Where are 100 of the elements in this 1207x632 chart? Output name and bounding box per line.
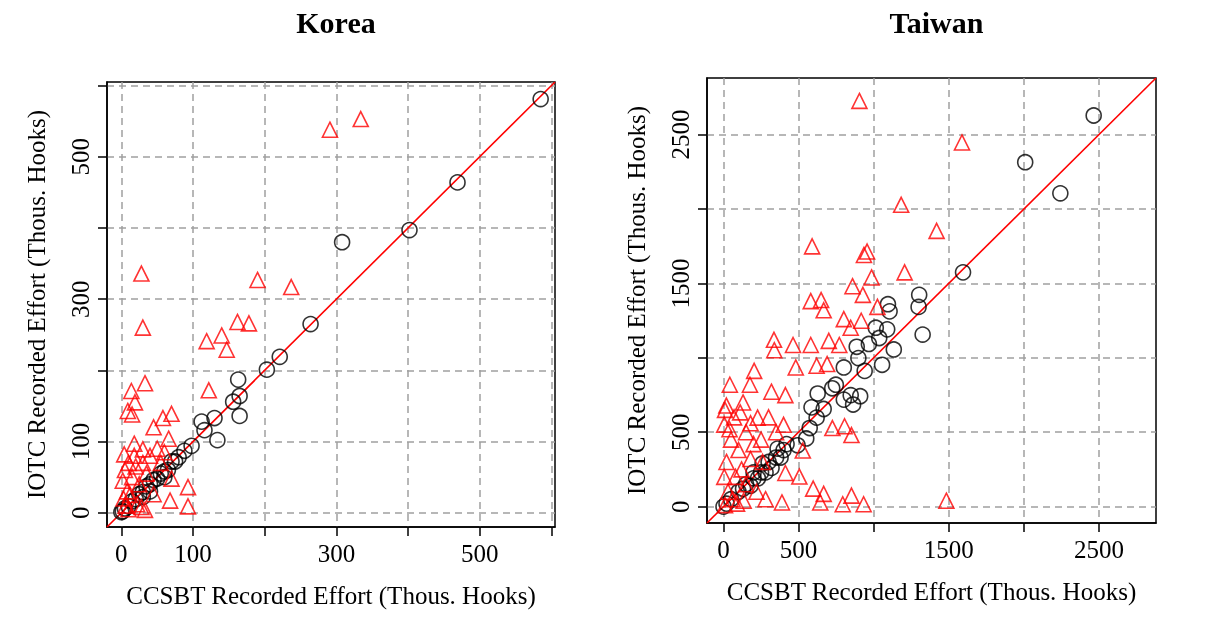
point (954, 264, 972, 281)
point (183, 437, 200, 455)
point (133, 498, 150, 516)
x-axis-title: CCSBT Recorded Effort (Thous. Hooks) (726, 578, 1137, 606)
point (161, 492, 179, 509)
point (193, 413, 210, 430)
point (763, 459, 780, 477)
point (154, 409, 172, 427)
point (240, 315, 258, 332)
point (125, 447, 143, 465)
point (134, 488, 152, 506)
point (128, 495, 146, 513)
point (229, 313, 246, 331)
point (778, 435, 795, 453)
point (742, 477, 759, 495)
x-tick-label: 500 (779, 536, 818, 563)
point (258, 361, 276, 378)
point (1052, 185, 1069, 202)
point (910, 286, 928, 304)
point (827, 376, 845, 394)
point (179, 498, 197, 515)
point (120, 454, 137, 472)
point (123, 406, 141, 423)
point (130, 475, 148, 493)
point (138, 465, 155, 482)
y-axis-title: IOTC Recorded Effort (Thous. Hooks) (623, 105, 651, 496)
point (231, 387, 248, 405)
point (352, 110, 370, 128)
point (730, 483, 747, 501)
point (823, 380, 841, 397)
point (123, 468, 141, 486)
point (218, 341, 236, 359)
point (163, 453, 180, 470)
point (914, 326, 931, 343)
point (881, 303, 898, 320)
point (115, 490, 132, 507)
point (1016, 153, 1034, 171)
x-tick-label: 300 (317, 540, 356, 567)
point (271, 348, 289, 366)
chart-title: Korea (296, 5, 376, 39)
y-tick-label: 0 (667, 500, 694, 513)
point (136, 374, 154, 392)
point (134, 454, 152, 472)
point (1085, 107, 1102, 124)
y-tick-label: 100 (67, 422, 94, 461)
point (160, 430, 177, 448)
point (145, 485, 162, 503)
x-tick-label: 100 (174, 540, 212, 567)
point (224, 393, 242, 410)
y-tick-label: 300 (67, 280, 94, 318)
x-tick-label: 2500 (1073, 536, 1124, 563)
point (745, 470, 762, 487)
point (789, 437, 806, 454)
y-axis-title: IOTC Recorded Effort (Thous. Hooks) (23, 109, 51, 500)
point (119, 402, 137, 420)
point (209, 431, 226, 449)
point (321, 121, 339, 138)
point (745, 464, 762, 481)
point (176, 442, 193, 460)
point (835, 359, 853, 376)
point (134, 319, 152, 336)
point (749, 470, 767, 487)
point (159, 461, 177, 479)
chart-title: Taiwan (889, 5, 984, 39)
point (860, 335, 878, 353)
point (333, 233, 351, 251)
point (885, 341, 903, 358)
point (163, 405, 180, 423)
point (848, 338, 866, 356)
point (401, 221, 418, 239)
point (163, 470, 180, 487)
point (170, 448, 187, 466)
point (532, 90, 549, 108)
point (734, 480, 752, 498)
point (156, 468, 173, 486)
point (179, 478, 197, 496)
point (127, 458, 144, 475)
point (116, 461, 134, 479)
point (126, 394, 144, 411)
x-tick-label: 1500 (923, 536, 974, 563)
point (156, 443, 173, 461)
point (121, 486, 139, 504)
y-tick-label: 500 (67, 138, 94, 176)
point (200, 382, 218, 399)
point (801, 419, 819, 437)
point (213, 327, 230, 344)
point (842, 386, 860, 404)
point (123, 382, 140, 400)
point (198, 332, 215, 350)
point (856, 362, 873, 380)
x-tick-label: 0 (115, 540, 128, 567)
point (449, 174, 466, 191)
point (867, 319, 885, 337)
point (910, 298, 927, 316)
point (115, 446, 133, 463)
point (803, 399, 820, 416)
point (148, 440, 166, 457)
point (249, 271, 266, 289)
point (231, 407, 248, 425)
y-tick-label: 0 (67, 506, 94, 520)
